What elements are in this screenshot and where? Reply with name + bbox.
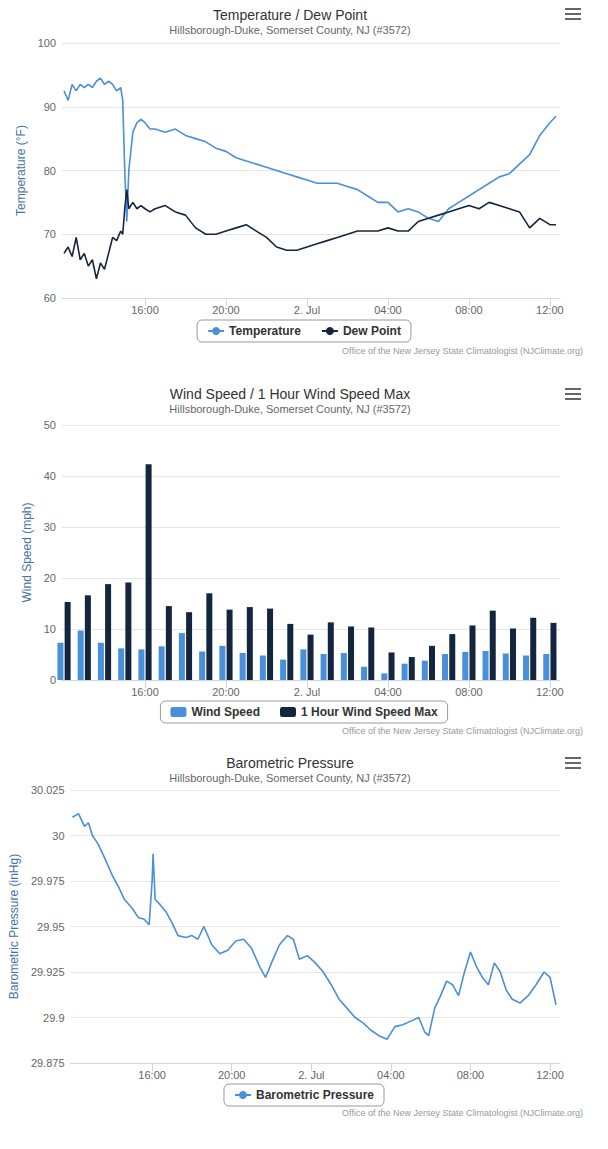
svg-text:10: 10 [44, 623, 56, 635]
svg-text:40: 40 [44, 470, 56, 482]
svg-text:08:00: 08:00 [457, 1069, 485, 1081]
svg-text:29.975: 29.975 [31, 875, 65, 887]
svg-text:90: 90 [44, 101, 56, 113]
svg-text:Hillsborough-Duke, Somerset Co: Hillsborough-Duke, Somerset County, NJ (… [169, 772, 410, 784]
svg-text:Wind Speed / 1 Hour Wind Speed: Wind Speed / 1 Hour Wind Speed Max [170, 386, 410, 402]
svg-text:2. Jul: 2. Jul [294, 686, 320, 698]
svg-text:12:00: 12:00 [536, 686, 564, 698]
svg-text:04:00: 04:00 [374, 304, 402, 316]
svg-text:Temperature: Temperature [229, 324, 301, 338]
svg-text:16:00: 16:00 [131, 304, 159, 316]
svg-text:16:00: 16:00 [138, 1069, 166, 1081]
svg-text:29.925: 29.925 [31, 966, 65, 978]
svg-text:29.9: 29.9 [43, 1012, 64, 1024]
svg-text:Temperature / Dew Point: Temperature / Dew Point [213, 7, 367, 23]
svg-text:Hillsborough-Duke, Somerset Co: Hillsborough-Duke, Somerset County, NJ (… [169, 24, 410, 36]
svg-text:0: 0 [50, 674, 56, 686]
svg-text:20:00: 20:00 [218, 1069, 246, 1081]
svg-text:70: 70 [44, 228, 56, 240]
svg-text:2. Jul: 2. Jul [298, 1069, 324, 1081]
svg-text:08:00: 08:00 [455, 686, 483, 698]
svg-text:Office of the New Jersey State: Office of the New Jersey State Climatolo… [342, 1108, 583, 1118]
svg-text:30.025: 30.025 [31, 784, 65, 796]
svg-text:29.95: 29.95 [37, 921, 65, 933]
svg-text:12:00: 12:00 [536, 1069, 564, 1081]
svg-text:Hillsborough-Duke, Somerset Co: Hillsborough-Duke, Somerset County, NJ (… [169, 403, 410, 415]
svg-text:Dew Point: Dew Point [343, 324, 401, 338]
svg-text:20:00: 20:00 [212, 304, 240, 316]
svg-text:04:00: 04:00 [377, 1069, 405, 1081]
svg-text:30: 30 [52, 830, 64, 842]
svg-text:80: 80 [44, 165, 56, 177]
svg-text:Wind Speed (mph): Wind Speed (mph) [20, 502, 34, 602]
svg-text:60: 60 [44, 292, 56, 304]
svg-text:Barometric Pressure (inHg): Barometric Pressure (inHg) [7, 854, 21, 999]
svg-text:Office of the New Jersey State: Office of the New Jersey State Climatolo… [342, 726, 583, 736]
svg-text:08:00: 08:00 [455, 304, 483, 316]
svg-text:12:00: 12:00 [536, 304, 564, 316]
svg-text:04:00: 04:00 [374, 686, 402, 698]
svg-text:Temperature (°F): Temperature (°F) [14, 125, 28, 216]
svg-text:100: 100 [38, 37, 56, 49]
svg-text:16:00: 16:00 [131, 686, 159, 698]
svg-text:50: 50 [44, 419, 56, 431]
svg-text:Office of the New Jersey State: Office of the New Jersey State Climatolo… [342, 346, 583, 356]
svg-text:Wind Speed: Wind Speed [191, 705, 260, 719]
svg-text:Barometric Pressure: Barometric Pressure [256, 1088, 374, 1102]
svg-text:20: 20 [44, 572, 56, 584]
svg-text:2. Jul: 2. Jul [294, 304, 320, 316]
svg-text:1 Hour Wind Speed Max: 1 Hour Wind Speed Max [301, 705, 438, 719]
svg-text:29.875: 29.875 [31, 1057, 65, 1069]
svg-text:Barometric Pressure: Barometric Pressure [226, 755, 354, 771]
svg-text:30: 30 [44, 521, 56, 533]
svg-text:20:00: 20:00 [212, 686, 240, 698]
